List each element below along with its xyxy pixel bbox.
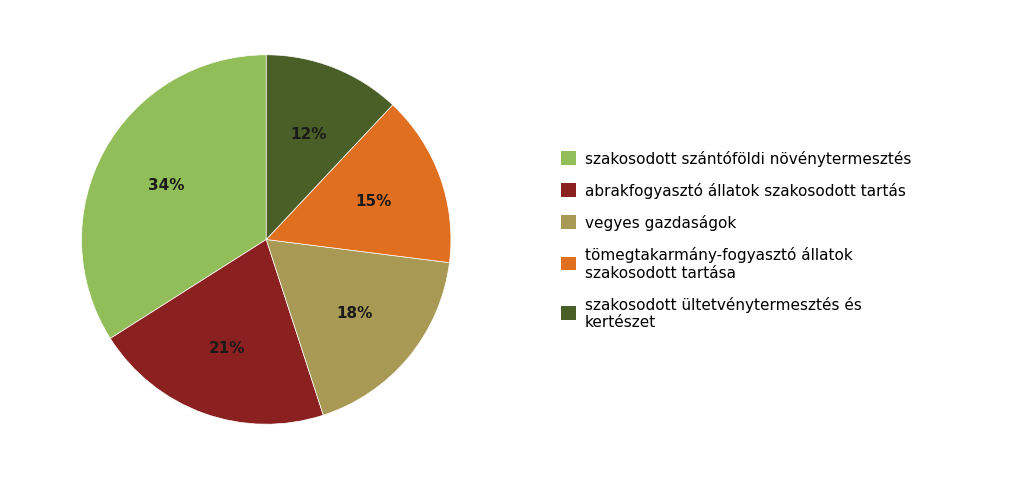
Wedge shape [266, 240, 450, 415]
Text: 21%: 21% [209, 340, 246, 355]
Text: 12%: 12% [290, 126, 327, 141]
Wedge shape [266, 106, 451, 263]
Wedge shape [82, 56, 266, 339]
Wedge shape [266, 56, 392, 240]
Legend: szakosodott szántóföldi növénytermesztés, abrakfogyasztó állatok szakosodott tar: szakosodott szántóföldi növénytermesztés… [560, 151, 911, 329]
Text: 34%: 34% [147, 178, 184, 192]
Text: 18%: 18% [336, 305, 373, 320]
Text: 15%: 15% [355, 194, 392, 209]
Wedge shape [111, 240, 324, 424]
